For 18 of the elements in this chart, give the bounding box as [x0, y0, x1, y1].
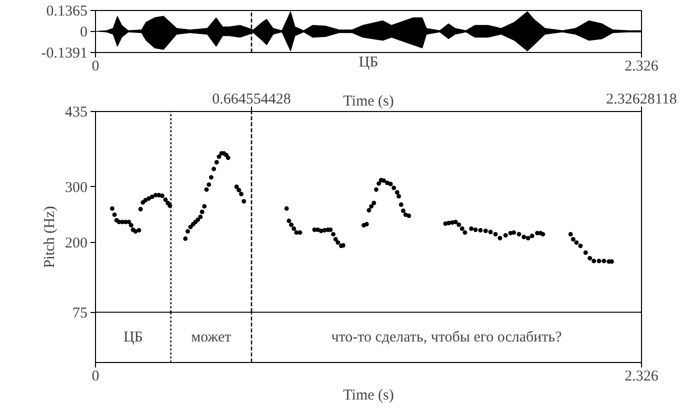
y-tick-label: 435 — [65, 104, 88, 120]
y-tick-label: 0 — [80, 24, 88, 40]
x-tick-label: 2.326 — [624, 58, 659, 74]
x-axis-title: Time (s) — [343, 388, 394, 404]
y-tick-label: -0.1391 — [41, 46, 88, 62]
text: что-то сделать, чтобы его ослабить? — [331, 329, 562, 346]
y-tick-label: 300 — [65, 180, 88, 196]
text: ЦБ — [123, 329, 143, 346]
x2-tick-label: 0.664554428 — [212, 92, 291, 108]
y-tick-label: 200 — [65, 236, 88, 252]
x2-axis-title: Time (s) — [343, 94, 394, 110]
y-tick-label: 75 — [72, 305, 88, 322]
y-axis-title: Pitch (Hz) — [42, 206, 58, 268]
x-axis-title: ЦБ — [358, 54, 378, 70]
x2-tick-label: 2.32628118 — [606, 92, 677, 108]
text: может — [191, 329, 232, 346]
x-tick-label: 2.326 — [624, 368, 659, 384]
y-tick-label: 0.1365 — [46, 4, 88, 20]
